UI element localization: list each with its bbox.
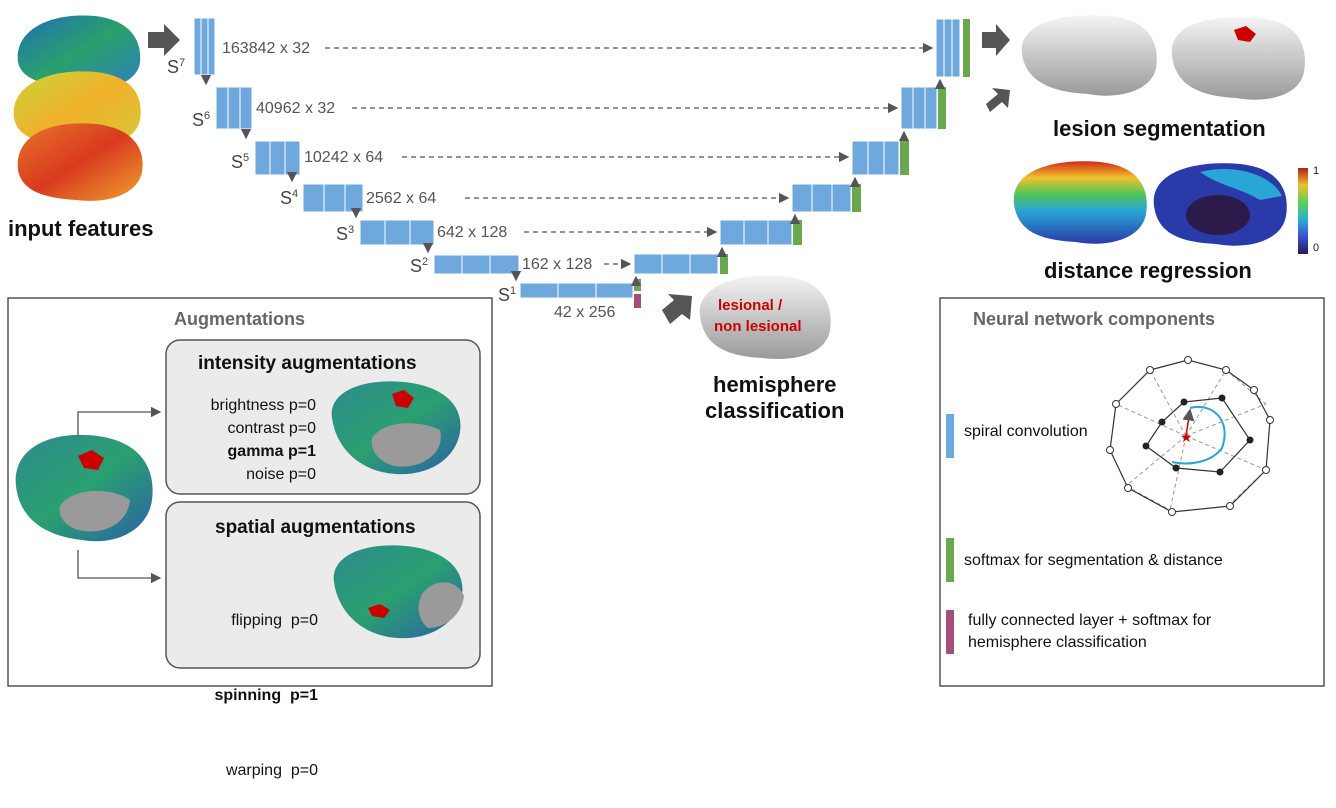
seg-lesion (1234, 26, 1256, 42)
output-arrow-dist-icon (986, 88, 1010, 112)
decoder-s6 (900, 86, 938, 130)
spatial-item-warping: warping p=0 (225, 762, 318, 779)
legend-fc-bar (946, 610, 954, 654)
encoder-s5 (254, 140, 301, 176)
dist-brain-left (1013, 161, 1147, 244)
spatial-item-spinning: spinning p=1 (214, 687, 318, 704)
spiral-mesh: ★ (1106, 356, 1274, 516)
non-lesional-label: non lesional (714, 318, 802, 335)
scale-size-s3: 642 x 128 (437, 224, 508, 241)
intensity-title: intensity augmentations (198, 353, 417, 374)
legend-fc-line1: fully connected layer + softmax for (968, 612, 1212, 629)
network-diagram: ★ (7, 15, 1325, 687)
lesional-label: lesional / (718, 297, 783, 314)
input-brain-blue (17, 15, 141, 89)
components-title: Neural network components (973, 309, 1216, 329)
decoder-s4 (791, 183, 852, 213)
distance-regression-label: distance regression (1044, 258, 1252, 283)
scale-size-s7: 163842 x 32 (222, 40, 311, 57)
legend-fc-label: fully connected layer + softmax for hemi… (968, 610, 1211, 654)
colorbar (1298, 168, 1308, 254)
encoder-s7 (193, 17, 216, 76)
encoder-s4 (302, 183, 364, 213)
decoder-s7 (935, 18, 961, 78)
output-arrow-seg-icon (982, 24, 1010, 56)
components-panel-frame (939, 297, 1325, 687)
seg-brain-right (1171, 17, 1305, 100)
dist-brain-right (1153, 163, 1287, 246)
scale-size-s2: 162 x 128 (522, 256, 593, 273)
intensity-brain (331, 381, 461, 475)
scale-label-s3: S3 (336, 224, 355, 244)
classification-arrow-icon (662, 294, 692, 324)
decoder-s2-softmax (720, 254, 728, 274)
scale-size-s6: 40962 x 32 (256, 100, 336, 117)
encoder-s6 (215, 86, 253, 130)
legend-softmax-bar (946, 538, 954, 582)
bottleneck-fc (634, 294, 641, 308)
aug-original-brain (15, 434, 153, 542)
legend-spiral-bar (946, 414, 954, 458)
intensity-item-gamma: gamma p=1 (227, 443, 316, 460)
lesion-segmentation-label: lesion segmentation (1053, 116, 1266, 141)
augmentations-title: Augmentations (174, 309, 306, 329)
decoder-s6-softmax (938, 87, 946, 129)
classification-label: classification (705, 398, 845, 423)
decoder-s4-softmax (852, 184, 861, 212)
scale-label-s5: S5 (231, 152, 250, 172)
skip-connections (325, 42, 934, 270)
scale-size-s4: 2562 x 64 (366, 190, 437, 207)
decoder-s5-softmax (900, 141, 909, 175)
spatial-item-flipping: flipping p=0 (231, 612, 318, 629)
encoder-s3 (359, 219, 435, 246)
decoder-s3-softmax (793, 220, 802, 245)
legend-fc-line2: hemisphere classification (968, 634, 1147, 651)
decoder-s2 (633, 253, 719, 275)
scale-size-s5: 10242 x 64 (304, 149, 384, 166)
scale-label-s6: S6 (192, 110, 211, 130)
legend-spiral-label: spiral convolution (964, 423, 1088, 440)
input-features-label: input features (8, 216, 154, 241)
spatial-title: spatial augmentations (215, 517, 416, 538)
seg-brain-left (1021, 15, 1157, 96)
input-brain-red (17, 123, 143, 201)
scale-label-s2: S2 (410, 256, 429, 276)
encoder-s1 (519, 282, 634, 299)
intensity-items: brightness p=0 contrast p=0 gamma p=1 no… (192, 394, 316, 486)
scale-label-s1: S1 (498, 285, 517, 305)
legend-softmax-label: softmax for segmentation & distance (964, 552, 1223, 569)
downsample-arrows (200, 74, 522, 282)
input-arrow-icon (148, 24, 180, 56)
upsample-arrows (630, 78, 946, 287)
decoder-s3 (719, 219, 793, 246)
augmentations-panel-frame (7, 297, 493, 687)
intensity-item-brightness: brightness p=0 (210, 397, 316, 414)
colorbar-max: 1 (1313, 165, 1320, 177)
intensity-item-contrast: contrast p=0 (227, 420, 317, 437)
spatial-items: flipping p=0 spinning p=1 warping p=0 (194, 558, 318, 808)
decoder-s7-softmax (963, 19, 970, 77)
spatial-brain (333, 545, 464, 639)
encoder-s2 (433, 254, 520, 275)
decoder-s5 (851, 140, 900, 176)
scale-size-s1: 42 x 256 (554, 304, 616, 321)
bottleneck-softmax (634, 279, 641, 291)
scale-label-s7: S7 (167, 57, 186, 77)
aug-connectors (77, 406, 162, 584)
svg-text:★: ★ (1180, 430, 1193, 446)
classification-brain (699, 275, 831, 359)
hemisphere-label: hemisphere (713, 372, 837, 397)
intensity-item-noise: noise p=0 (246, 466, 316, 483)
colorbar-min: 0 (1313, 242, 1320, 254)
scale-label-s4: S4 (280, 188, 299, 208)
